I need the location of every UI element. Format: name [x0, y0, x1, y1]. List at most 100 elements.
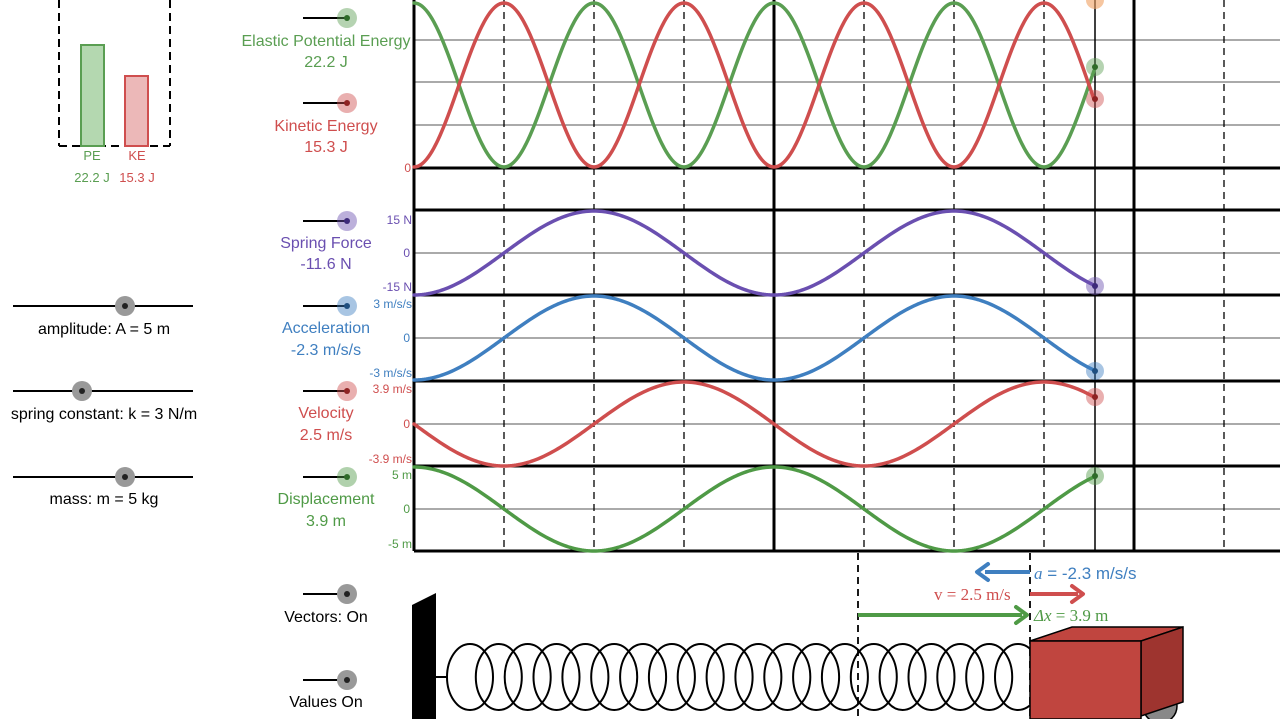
spring-coil [647, 643, 696, 711]
pe-bar-value: 22.2 J [74, 170, 109, 185]
toggle-handle-dot [344, 388, 350, 394]
accel-tick-mid: 0 [403, 331, 410, 345]
pe-bar [80, 44, 105, 147]
velocity-tick-top: 3.9 m/s [373, 382, 412, 396]
acceleration-vector-label: a = -2.3 m/s/s [1034, 564, 1137, 583]
graph-frame [412, 0, 1280, 553]
spring-coil [936, 643, 985, 711]
spring-coil [561, 643, 610, 711]
spring-coil [763, 643, 812, 711]
slider-spring-constant[interactable]: spring constant: k = 3 N/m [11, 381, 197, 423]
displacement-tick-mid: 0 [403, 502, 410, 516]
velocity-vector-label: v = 2.5 m/s [934, 585, 1011, 604]
slider-handle-dot [122, 303, 128, 309]
spring-coil [878, 643, 927, 711]
block-side [1140, 625, 1184, 718]
spring-coil [474, 643, 523, 711]
displacement-tick-top: 5 m [392, 468, 412, 482]
spring [436, 643, 1042, 711]
velocity-curve [412, 380, 1096, 468]
force-toggle-value: -11.6 N [300, 256, 351, 273]
acceleration-value: = -2.3 m/s/s [1043, 564, 1137, 583]
toggle-handle-dot [344, 218, 350, 224]
slider-handle-dot [122, 474, 128, 480]
ke-bar-label: KE [128, 148, 146, 163]
ke-bar [124, 75, 149, 147]
vector-arrows: a = -2.3 m/s/s v = 2.5 m/s Δx = 3.9 m [858, 562, 1137, 625]
tick-labels: 0 15 N 0 -15 N 3 m/s/s 0 -3 m/s/s 3.9 m/… [369, 161, 412, 551]
accel-tick-top: 3 m/s/s [373, 297, 412, 311]
spring-coil [676, 643, 725, 711]
slider-mass[interactable]: mass: m = 5 kg [13, 467, 193, 508]
velocity-toggle-value: 2.5 m/s [300, 427, 352, 444]
current-markers [1086, 0, 1104, 485]
spring-coil [734, 643, 783, 711]
displacement-vector-label: Δx = 3.9 m [1033, 606, 1108, 625]
toggle-handle-dot [344, 15, 350, 21]
velocity-toggle-label: Velocity [298, 405, 353, 422]
displacement-tick-bottom: -5 m [388, 537, 412, 551]
displacement-symbol: Δx [1033, 606, 1052, 625]
ke-toggle-label: Kinetic Energy [274, 118, 377, 135]
toggle-acceleration[interactable]: Acceleration -2.3 m/s/s [282, 296, 370, 359]
pe-curve [412, 1, 1096, 169]
mass-label: mass: m = 5 kg [50, 491, 159, 508]
spring-coil [792, 643, 841, 711]
displacement-value: = 3.9 m [1052, 606, 1109, 625]
toggle-vectors[interactable]: Vectors: On [284, 584, 368, 626]
force-toggle-label: Spring Force [280, 235, 372, 252]
spring-coil [532, 643, 581, 711]
pe-toggle-label: Elastic Potential Energy [242, 33, 411, 50]
displacement-curve [412, 465, 1096, 553]
force-tick-top: 15 N [387, 213, 412, 227]
slider-amplitude[interactable]: amplitude: A = 5 m [13, 296, 193, 338]
displacement-toggle-value: 3.9 m [306, 513, 346, 530]
slider-handle-dot [79, 388, 85, 394]
pe-marker-dot [1092, 64, 1098, 70]
wall [412, 593, 436, 719]
toggle-handle-dot [344, 303, 350, 309]
velocity-arrowhead [1070, 584, 1085, 604]
force-tick-mid: 0 [403, 246, 410, 260]
spring-coil [965, 643, 1014, 711]
acceleration-arrowhead [975, 562, 990, 582]
spring-coil [446, 643, 494, 711]
toggle-velocity[interactable]: Velocity 2.5 m/s [298, 381, 357, 444]
accel-tick-bottom: -3 m/s/s [369, 366, 412, 380]
toggle-spring-force[interactable]: Spring Force -11.6 N [280, 211, 372, 273]
spring-coil [590, 643, 639, 711]
offscreen-marker [1086, 0, 1104, 9]
force-marker-dot [1092, 283, 1098, 289]
spring-coil [820, 643, 869, 711]
acceleration-symbol: a [1034, 564, 1043, 583]
velocity-tick-bottom: -3.9 m/s [369, 452, 412, 466]
toggle-handle-dot [344, 474, 350, 480]
vectors-toggle-label: Vectors: On [284, 609, 368, 626]
toggle-values[interactable]: Values On [289, 670, 363, 711]
spring-coil [619, 643, 668, 711]
energy-bar-chart: PE KE 22.2 J 15.3 J [58, 0, 171, 185]
curves [412, 1, 1096, 553]
toggle-kinetic-energy[interactable]: Kinetic Energy 15.3 J [274, 93, 378, 156]
toggle-elastic-potential-energy[interactable]: Elastic Potential Energy 22.2 J [242, 8, 411, 71]
spring-coil [849, 643, 898, 711]
accel-toggle-value: -2.3 m/s/s [291, 342, 361, 359]
pe-toggle-value: 22.2 J [304, 54, 348, 71]
spring-constant-label: spring constant: k = 3 N/m [11, 406, 197, 423]
force-curve [412, 209, 1096, 297]
accel-toggle-label: Acceleration [282, 320, 370, 337]
accel-curve [412, 294, 1096, 382]
block-front [1029, 640, 1142, 719]
energy-tick-zero: 0 [404, 161, 411, 175]
spring-coil [907, 643, 956, 711]
toggle-displacement[interactable]: Displacement 3.9 m [278, 467, 375, 530]
amplitude-label: amplitude: A = 5 m [38, 321, 170, 338]
spring-mass-system [412, 553, 1184, 719]
force-tick-bottom: -15 N [383, 280, 412, 294]
velocity-marker-dot [1092, 394, 1098, 400]
ke-toggle-value: 15.3 J [304, 139, 348, 156]
ke-curve [412, 1, 1096, 169]
pe-bar-label: PE [83, 148, 101, 163]
spring-coil [705, 643, 754, 711]
